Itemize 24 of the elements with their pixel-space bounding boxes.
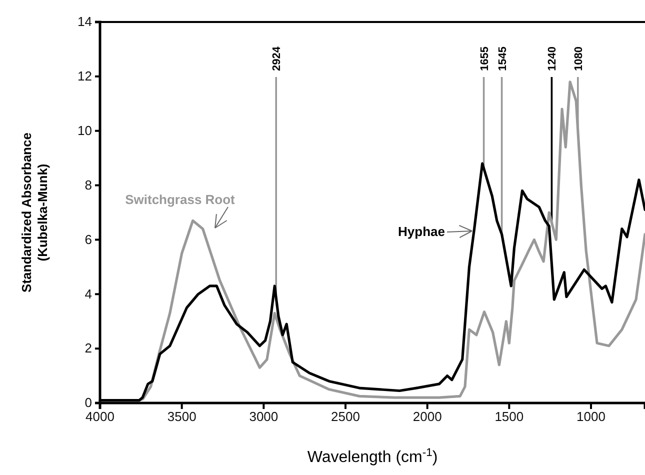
x-tick-label: 3000 (249, 409, 278, 424)
ref-line-label: 1655 (478, 46, 491, 71)
x-tick-label: 2500 (331, 409, 360, 424)
y-tick-label: 6 (84, 232, 92, 247)
x-tick-label: 1500 (494, 409, 524, 424)
y-tick-label: 12 (78, 68, 92, 84)
x-tick-label: 3500 (167, 409, 196, 424)
ref-line-label: 2924 (271, 46, 284, 71)
x-axis-title: Wavelength (cm$^{-1}$) (307, 447, 438, 466)
ref-line-label: 1240 (546, 46, 559, 71)
x-tick-label: 1000 (576, 409, 606, 424)
x-tick-label: 2000 (412, 409, 442, 424)
y-tick-label: 4 (84, 286, 92, 302)
y-axis-title: Standardized Absorbance (Kubelka-Munk) (19, 132, 50, 292)
ref-line-label: 1080 (572, 46, 585, 71)
y-tick-label: 2 (84, 340, 92, 356)
ref-line-label: 1545 (496, 46, 509, 71)
y-tick-label: 8 (84, 177, 92, 192)
x-tick-label: 4000 (86, 409, 114, 424)
series-label: Switchgrass Root (125, 192, 236, 207)
y-tick-label: 14 (78, 14, 92, 30)
y-tick-label: 10 (78, 123, 92, 138)
text: Hyphae (398, 224, 445, 239)
y-tick-label: 0 (84, 395, 92, 410)
